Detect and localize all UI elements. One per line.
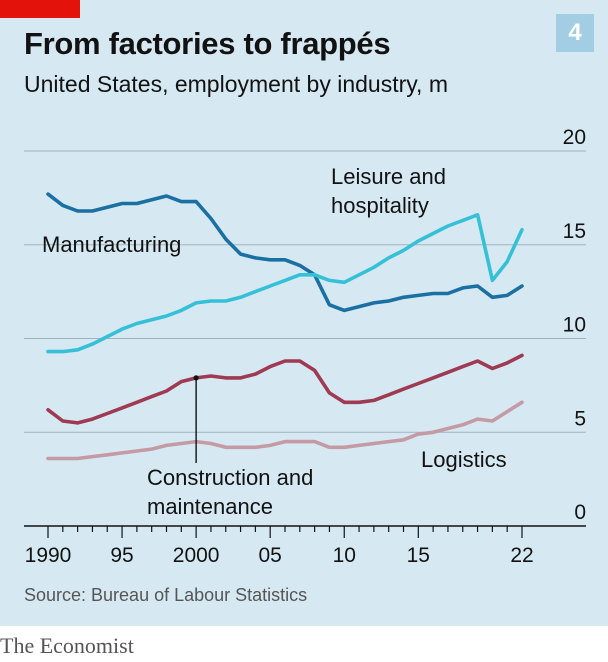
series-line-leisure bbox=[46, 213, 524, 354]
series-line-manufacturing bbox=[46, 192, 524, 313]
y-tick-label: 20 bbox=[563, 126, 586, 149]
source-note: Source: Bureau of Labour Statistics bbox=[24, 585, 308, 605]
series-labels: Manufacturing Leisure and hospitality Const… bbox=[42, 164, 507, 519]
series-line-construction bbox=[46, 353, 524, 425]
chart-subtitle: United States, employment by industry, m bbox=[24, 71, 448, 97]
x-tick-label: 2000 bbox=[173, 544, 220, 567]
x-tick-label: 15 bbox=[407, 544, 430, 567]
series-label-leisure: Leisure and hospitality bbox=[331, 164, 446, 218]
chart-panel bbox=[0, 0, 608, 626]
chart-title: From factories to frappés bbox=[24, 26, 391, 61]
publisher-logo: The Economist bbox=[0, 633, 134, 658]
x-axis: 1990 95 2000 05 10 15 22 bbox=[25, 526, 534, 567]
annotation-dot bbox=[193, 375, 199, 381]
y-tick-label: 10 bbox=[563, 314, 586, 337]
x-tick-label: 1990 bbox=[25, 544, 72, 567]
chart-number-badge: 4 bbox=[556, 14, 594, 52]
y-tick-label: 15 bbox=[563, 220, 586, 243]
series-layer bbox=[46, 192, 524, 461]
brand-red-tag bbox=[0, 0, 80, 18]
y-tick-label: 5 bbox=[574, 407, 586, 430]
series-label-logistics: Logistics bbox=[421, 447, 507, 472]
series-line-logistics bbox=[46, 400, 524, 461]
series-label-construction: Construction and maintenance bbox=[147, 465, 313, 519]
x-tick-label: 10 bbox=[333, 544, 356, 567]
x-tick-label: 22 bbox=[510, 544, 533, 567]
x-tick-label: 05 bbox=[259, 544, 282, 567]
series-label-manufacturing: Manufacturing bbox=[42, 232, 181, 257]
y-tick-label: 0 bbox=[574, 501, 586, 524]
x-tick-label: 95 bbox=[110, 544, 133, 567]
